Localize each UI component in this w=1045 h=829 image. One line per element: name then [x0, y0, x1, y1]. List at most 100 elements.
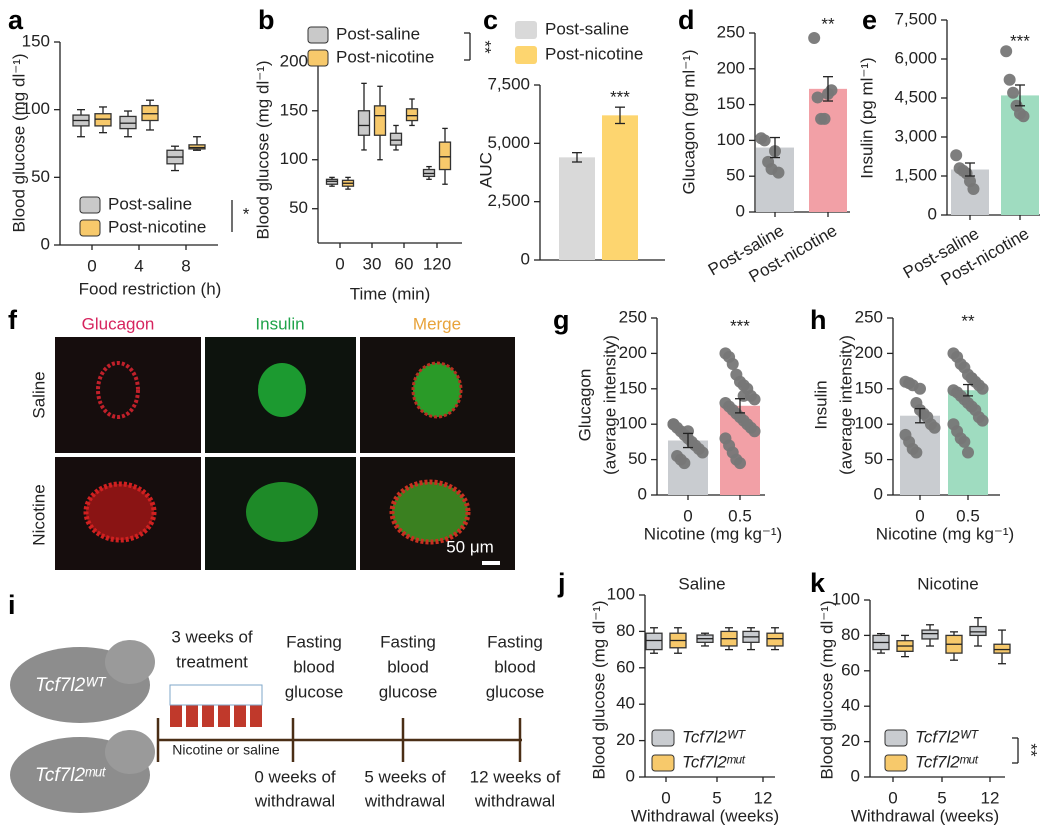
y-axis-label: Blood glucose (mg dl⁻¹)	[253, 60, 272, 239]
data-point	[726, 358, 739, 371]
significance: **	[961, 311, 975, 330]
y-tick-label: 200	[619, 343, 647, 362]
data-point	[748, 425, 761, 438]
data-point	[967, 183, 980, 195]
y-tick-label: 7,500	[487, 74, 530, 93]
data-point	[734, 457, 746, 470]
data-point	[1003, 73, 1016, 86]
step: Fasting	[286, 632, 342, 651]
y-tick-label: 100	[22, 99, 50, 118]
y-axis-label: Blood glucose (mg dl⁻¹)	[589, 600, 608, 779]
y-tick-label: 20	[841, 731, 860, 750]
y-axis-label: Insulin (pg ml⁻¹)	[857, 57, 876, 178]
data-point	[1000, 45, 1013, 58]
y-tick-label: 200	[717, 58, 745, 77]
timepoint: withdrawal	[254, 791, 335, 810]
data-point	[910, 446, 923, 459]
genotype: Tcf7l2ᵐᵘᵗ	[35, 765, 106, 786]
y-tick-label: 1,500	[894, 165, 937, 184]
panel-label: h	[810, 305, 827, 335]
panel-label: j	[557, 568, 566, 598]
data-point	[682, 425, 694, 438]
islet	[258, 363, 306, 417]
y-tick-label: 100	[280, 149, 308, 168]
bar	[756, 147, 794, 212]
x-axis-label: Nicotine (mg kg⁻¹)	[644, 524, 782, 543]
x-axis-label: Withdrawal (weeks)	[631, 806, 779, 825]
x-tick-label: 0	[888, 788, 897, 807]
y-tick-label: 0	[928, 204, 937, 223]
x-tick-label: 120	[423, 254, 451, 273]
y-tick-label: 100	[619, 414, 647, 433]
step: blood	[387, 657, 429, 676]
y-tick-label: 100	[717, 130, 745, 149]
box	[645, 632, 663, 651]
panel-label: d	[678, 5, 695, 35]
data-point	[1007, 86, 1020, 99]
data-point	[748, 393, 761, 406]
genotype: Tcf7l2ᵂᵀ	[35, 675, 107, 696]
y-tick-label: 2,500	[487, 191, 530, 210]
legend-label: Post-nicotine	[336, 47, 434, 66]
data-point	[962, 446, 974, 459]
y-tick-label: 200	[855, 343, 883, 362]
treatment: 3 weeks of	[171, 627, 253, 646]
legend-label: Post-nicotine	[545, 44, 643, 63]
timepoint: 0 weeks of	[254, 767, 336, 786]
islet	[411, 361, 463, 419]
bar	[559, 157, 595, 260]
y-axis-label: Blood glucose (mg dl⁻¹)	[817, 600, 836, 779]
step: glucose	[379, 682, 438, 701]
data-point	[950, 149, 963, 162]
y-axis-label: (average intensity)	[836, 335, 855, 475]
column-label: Glucagon	[82, 314, 155, 333]
y-axis-label: AUC	[476, 152, 495, 188]
islet	[389, 479, 471, 545]
box	[389, 132, 403, 146]
y-tick-label: 50	[726, 166, 745, 185]
timepoint: 5 weeks of	[364, 767, 446, 786]
y-tick-label: 6,000	[894, 48, 937, 67]
y-tick-label: 50	[628, 449, 647, 468]
data-point	[696, 446, 709, 459]
mouse	[105, 640, 155, 684]
step: Fasting	[380, 632, 436, 651]
scale-bar-label: 50 μm	[446, 537, 494, 556]
significance: ***	[610, 87, 630, 106]
chart-title: Nicotine	[917, 574, 978, 593]
legend-label: Post-saline	[336, 24, 420, 43]
x-tick-label: 5	[712, 788, 721, 807]
data-point	[678, 457, 691, 470]
box	[969, 625, 987, 637]
x-tick-label: 0	[915, 506, 924, 525]
column-label: Insulin	[255, 314, 304, 333]
y-axis-label: Glucagon (pg ml⁻¹)	[679, 49, 698, 194]
x-axis-label: Food restriction (h)	[79, 279, 222, 298]
y-tick-label: 0	[638, 484, 647, 503]
y-tick-label: 250	[855, 307, 883, 326]
box	[141, 104, 159, 122]
legend-swatch	[515, 46, 537, 64]
y-tick-label: 20	[616, 730, 635, 749]
y-tick-label: 100	[832, 589, 860, 608]
panel-label: b	[258, 5, 275, 35]
x-tick-label: 8	[181, 256, 190, 275]
data-point	[965, 372, 978, 385]
significance: **	[476, 40, 495, 54]
box	[766, 632, 784, 647]
legend-swatch	[307, 49, 329, 67]
y-tick-label: 150	[22, 31, 50, 50]
y-tick-label: 7,500	[894, 9, 937, 28]
y-tick-label: 0	[874, 484, 883, 503]
significance: **	[1022, 743, 1041, 757]
x-tick-label: 30	[363, 254, 382, 273]
chart-title: Saline	[678, 574, 725, 593]
mouse	[105, 730, 155, 774]
panel-label: a	[8, 5, 24, 35]
panel-label: i	[8, 590, 16, 620]
data-point	[1017, 110, 1030, 123]
data-point	[914, 382, 926, 395]
row-label: Nicotine	[29, 484, 48, 545]
micrograph	[55, 337, 201, 453]
